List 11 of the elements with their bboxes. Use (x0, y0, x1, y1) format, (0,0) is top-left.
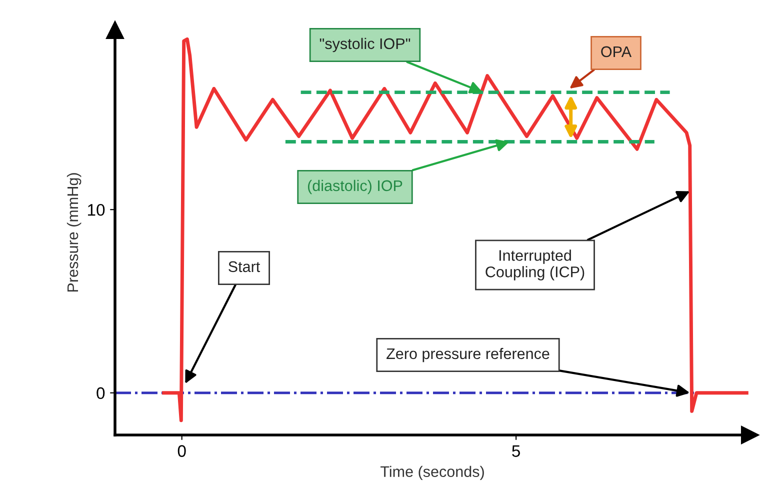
annotation: (diastolic) IOP (308, 180, 402, 194)
annotation: "systolic IOP" (320, 38, 410, 52)
x-tick-label: 5 (512, 445, 520, 457)
y-tick-label: 10 (88, 204, 105, 216)
line-series (162, 37, 748, 422)
y-axis-title: Pressure (mmHg) (66, 173, 82, 292)
annotation: Interrupted Coupling (ICP) (486, 250, 584, 280)
x-axis-title: Time (seconds) (380, 466, 484, 480)
annotation: Zero pressure reference (386, 348, 550, 362)
annotation: OPA (601, 46, 632, 58)
annotation: Start (228, 261, 260, 272)
